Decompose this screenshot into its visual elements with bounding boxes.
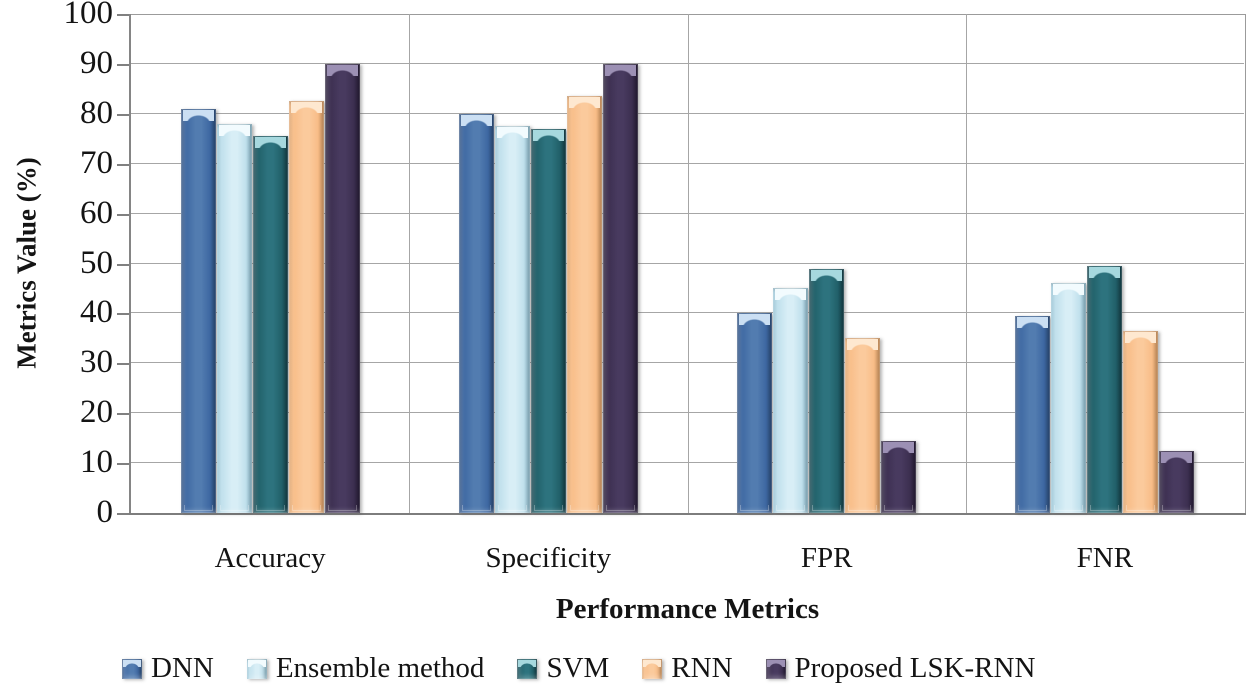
bar-dnn-specificity bbox=[458, 113, 494, 513]
y-tick-label-70: 70 bbox=[80, 144, 113, 181]
category-band-accuracy bbox=[131, 14, 409, 513]
bar-ensemble-method-fpr bbox=[773, 288, 809, 513]
legend-item-proposed-lsk-rnn: Proposed LSK-RNN bbox=[765, 652, 1036, 684]
y-tick-label-0: 0 bbox=[96, 493, 114, 530]
y-axis-ticks bbox=[117, 14, 130, 515]
bar-ensemble-method-fnr bbox=[1051, 283, 1087, 513]
y-tick-label-40: 40 bbox=[80, 294, 113, 331]
category-band-specificity bbox=[409, 14, 687, 513]
bar-proposed-lsk-rnn-accuracy bbox=[324, 63, 360, 513]
bar-rnn-fnr bbox=[1123, 330, 1159, 513]
y-tick-mark-10 bbox=[117, 463, 130, 466]
legend-item-svm: SVM bbox=[517, 654, 609, 683]
plot-right-border bbox=[1245, 14, 1246, 514]
legend-label: SVM bbox=[546, 652, 610, 684]
y-tick-mark-0 bbox=[117, 513, 130, 515]
category-separator bbox=[409, 14, 411, 513]
plot-area bbox=[131, 14, 1244, 513]
bar-svm-specificity bbox=[530, 128, 566, 513]
y-tick-mark-30 bbox=[117, 363, 130, 366]
category-separator bbox=[965, 14, 967, 513]
bar-proposed-lsk-rnn-specificity bbox=[602, 63, 638, 513]
y-tick-label-60: 60 bbox=[80, 194, 113, 231]
y-axis-line bbox=[129, 14, 131, 515]
y-tick-label-10: 10 bbox=[80, 443, 113, 480]
y-tick-mark-100 bbox=[117, 14, 130, 16]
bar-dnn-fnr bbox=[1015, 315, 1051, 513]
legend-swatch-icon bbox=[246, 658, 267, 679]
y-tick-label-50: 50 bbox=[80, 244, 113, 281]
bar-ensemble-method-accuracy bbox=[216, 123, 252, 513]
legend-label: Ensemble method bbox=[275, 652, 485, 684]
x-label-fnr: FNR bbox=[1076, 542, 1134, 574]
legend-label: DNN bbox=[151, 652, 214, 684]
x-axis-title: Performance Metrics bbox=[555, 593, 820, 625]
bar-svm-accuracy bbox=[252, 136, 288, 513]
legend-label: Proposed LSK-RNN bbox=[794, 652, 1036, 684]
bar-rnn-fpr bbox=[845, 338, 881, 513]
bar-proposed-lsk-rnn-fnr bbox=[1159, 450, 1195, 513]
y-tick-label-80: 80 bbox=[80, 94, 113, 131]
bar-rnn-specificity bbox=[566, 96, 602, 513]
y-tick-mark-60 bbox=[117, 213, 130, 216]
legend-item-dnn: DNN bbox=[122, 654, 214, 683]
y-tick-label-30: 30 bbox=[80, 344, 113, 381]
y-tick-label-20: 20 bbox=[80, 394, 113, 431]
y-tick-mark-20 bbox=[117, 413, 130, 416]
legend: DNN Ensemble method SVM RNN Proposed LSK-RNN bbox=[122, 654, 1035, 683]
x-label-specificity: Specificity bbox=[485, 542, 612, 574]
y-tick-mark-50 bbox=[117, 263, 130, 266]
bar-ensemble-method-specificity bbox=[494, 126, 530, 513]
category-separator bbox=[687, 14, 689, 513]
bar-svm-fnr bbox=[1087, 266, 1123, 513]
x-axis-line bbox=[129, 513, 1246, 515]
legend-swatch-icon bbox=[517, 658, 538, 679]
legend-item-rnn: RNN bbox=[642, 652, 733, 684]
bar-dnn-accuracy bbox=[180, 108, 216, 513]
y-tick-label-90: 90 bbox=[80, 44, 113, 81]
x-label-fpr: FPR bbox=[800, 542, 853, 574]
legend-swatch-icon bbox=[765, 658, 786, 679]
legend-swatch-icon bbox=[122, 658, 142, 679]
legend-label: RNN bbox=[671, 652, 733, 684]
y-tick-mark-80 bbox=[117, 113, 130, 116]
bar-dnn-fpr bbox=[737, 313, 773, 513]
bar-rnn-accuracy bbox=[288, 101, 324, 513]
x-axis-labels: Accuracy Specificity FPR FNR bbox=[131, 544, 1244, 573]
legend-swatch-icon bbox=[642, 658, 663, 679]
category-band-fnr bbox=[966, 14, 1244, 513]
y-axis-tick-labels: 0 10 20 30 40 50 60 70 80 90 100 bbox=[0, 0, 114, 528]
y-tick-mark-70 bbox=[117, 163, 130, 166]
category-band-fpr bbox=[688, 14, 966, 513]
y-tick-mark-40 bbox=[117, 313, 130, 316]
x-label-accuracy: Accuracy bbox=[214, 542, 326, 574]
legend-item-ensemble-method: Ensemble method bbox=[246, 652, 485, 684]
bar-proposed-lsk-rnn-fpr bbox=[881, 440, 917, 513]
y-tick-label-100: 100 bbox=[63, 0, 114, 31]
y-tick-mark-90 bbox=[117, 63, 130, 66]
bar-svm-fpr bbox=[809, 268, 845, 513]
